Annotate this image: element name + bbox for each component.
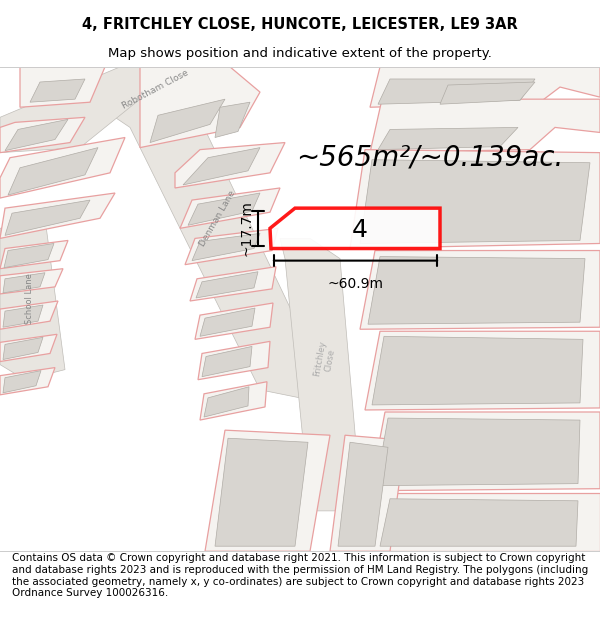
Polygon shape — [338, 442, 388, 546]
Polygon shape — [0, 368, 55, 395]
Polygon shape — [100, 67, 340, 400]
Polygon shape — [140, 67, 260, 148]
Polygon shape — [0, 67, 175, 152]
Polygon shape — [0, 334, 57, 361]
Polygon shape — [188, 193, 260, 225]
Polygon shape — [375, 492, 600, 551]
Polygon shape — [280, 238, 360, 511]
Polygon shape — [370, 67, 600, 108]
Polygon shape — [380, 499, 578, 546]
Polygon shape — [5, 200, 90, 236]
Polygon shape — [0, 218, 65, 380]
Polygon shape — [360, 160, 590, 244]
Text: ~565m²/~0.139ac.: ~565m²/~0.139ac. — [296, 144, 563, 172]
Polygon shape — [270, 208, 440, 249]
Polygon shape — [3, 305, 43, 328]
Polygon shape — [0, 269, 63, 294]
Polygon shape — [204, 387, 249, 417]
Polygon shape — [198, 341, 270, 380]
Polygon shape — [0, 118, 85, 152]
Polygon shape — [195, 303, 273, 339]
Polygon shape — [3, 371, 41, 393]
Text: Contains OS data © Crown copyright and database right 2021. This information is : Contains OS data © Crown copyright and d… — [12, 553, 588, 598]
Polygon shape — [365, 331, 600, 410]
Text: Denman Lane: Denman Lane — [199, 189, 238, 248]
Text: School Lane: School Lane — [25, 274, 35, 324]
Polygon shape — [215, 438, 308, 546]
Polygon shape — [8, 148, 98, 195]
Polygon shape — [30, 79, 85, 102]
Polygon shape — [330, 435, 405, 551]
Polygon shape — [360, 251, 600, 329]
Text: Map shows position and indicative extent of the property.: Map shows position and indicative extent… — [108, 47, 492, 60]
Polygon shape — [3, 272, 45, 293]
Polygon shape — [350, 149, 600, 249]
Polygon shape — [368, 257, 585, 324]
Polygon shape — [372, 336, 583, 405]
Text: ~17.7m: ~17.7m — [240, 201, 254, 256]
Polygon shape — [4, 244, 54, 268]
Polygon shape — [175, 142, 285, 188]
Text: 4, FRITCHLEY CLOSE, HUNCOTE, LEICESTER, LE9 3AR: 4, FRITCHLEY CLOSE, HUNCOTE, LEICESTER, … — [82, 17, 518, 32]
Text: ~60.9m: ~60.9m — [328, 277, 383, 291]
Text: Fritchley
Close: Fritchley Close — [313, 340, 338, 379]
Polygon shape — [183, 148, 260, 185]
Polygon shape — [215, 102, 250, 138]
Polygon shape — [20, 67, 105, 108]
Polygon shape — [0, 193, 115, 238]
Polygon shape — [180, 188, 280, 228]
Polygon shape — [440, 82, 535, 104]
Polygon shape — [196, 272, 258, 298]
Polygon shape — [3, 338, 43, 359]
Polygon shape — [370, 99, 600, 152]
Polygon shape — [370, 412, 600, 491]
Polygon shape — [378, 127, 518, 149]
Text: 4: 4 — [352, 218, 368, 242]
Polygon shape — [0, 301, 58, 329]
Polygon shape — [150, 99, 225, 142]
Polygon shape — [200, 382, 267, 420]
Text: Robotham Close: Robotham Close — [121, 68, 190, 111]
Polygon shape — [200, 308, 255, 336]
Polygon shape — [376, 418, 580, 486]
Polygon shape — [0, 138, 125, 198]
Polygon shape — [378, 79, 535, 104]
Polygon shape — [205, 430, 330, 551]
Polygon shape — [192, 233, 260, 261]
Polygon shape — [0, 241, 68, 269]
Polygon shape — [185, 228, 278, 264]
Polygon shape — [5, 119, 68, 151]
Polygon shape — [202, 346, 252, 377]
Polygon shape — [190, 267, 276, 301]
